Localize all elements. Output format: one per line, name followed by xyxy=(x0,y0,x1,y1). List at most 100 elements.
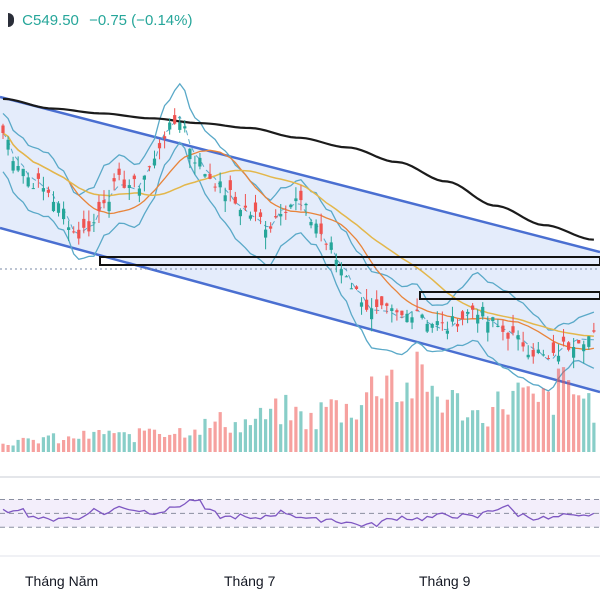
volume-bar[interactable] xyxy=(198,434,202,452)
candle-body[interactable] xyxy=(339,269,343,276)
volume-bar[interactable] xyxy=(238,432,242,452)
volume-bar[interactable] xyxy=(92,431,96,452)
volume-bar[interactable] xyxy=(168,434,172,452)
candle-body[interactable] xyxy=(319,223,323,234)
candle-body[interactable] xyxy=(269,226,273,229)
candle-body[interactable] xyxy=(466,311,470,314)
volume-bar[interactable] xyxy=(435,396,439,452)
candle-body[interactable] xyxy=(82,218,86,228)
channel-upper-line[interactable] xyxy=(0,95,600,254)
candle-body[interactable] xyxy=(430,324,434,328)
candle-body[interactable] xyxy=(516,335,520,340)
volume-bar[interactable] xyxy=(147,428,151,452)
volume-bar[interactable] xyxy=(410,398,414,452)
candle-body[interactable] xyxy=(577,340,581,344)
candle-body[interactable] xyxy=(142,175,146,180)
volume-bar[interactable] xyxy=(122,432,126,452)
candle-body[interactable] xyxy=(284,211,288,213)
candle-body[interactable] xyxy=(183,126,187,129)
volume-bar[interactable] xyxy=(46,435,50,453)
rsi-line[interactable] xyxy=(2,499,595,528)
candle-body[interactable] xyxy=(41,188,45,192)
volume-bar[interactable] xyxy=(41,437,45,452)
candle-body[interactable] xyxy=(359,302,364,307)
candle-body[interactable] xyxy=(344,276,348,278)
candle-body[interactable] xyxy=(62,208,66,220)
volume-bar[interactable] xyxy=(157,434,162,452)
candle-body[interactable] xyxy=(11,161,15,171)
candle-body[interactable] xyxy=(314,223,318,234)
volume-bar[interactable] xyxy=(253,418,258,452)
volume-bar[interactable] xyxy=(304,429,308,452)
candle-body[interactable] xyxy=(329,242,333,250)
candle-body[interactable] xyxy=(36,173,40,179)
volume-bar[interactable] xyxy=(395,402,399,452)
volume-bar[interactable] xyxy=(173,433,177,452)
candle-body[interactable] xyxy=(435,321,439,326)
volume-bar[interactable] xyxy=(354,419,359,453)
volume-bar[interactable] xyxy=(248,425,252,452)
candle-body[interactable] xyxy=(228,180,232,190)
candle-body[interactable] xyxy=(536,349,540,353)
volume-bar[interactable] xyxy=(400,401,404,452)
volume-bar[interactable] xyxy=(450,390,454,452)
candle-body[interactable] xyxy=(304,203,308,206)
volume-bar[interactable] xyxy=(77,438,81,452)
candle-body[interactable] xyxy=(213,186,217,188)
candle-body[interactable] xyxy=(122,179,126,188)
candle-body[interactable] xyxy=(521,342,525,347)
volume-bar[interactable] xyxy=(208,428,212,452)
candle-body[interactable] xyxy=(274,216,278,218)
candle-body[interactable] xyxy=(476,314,480,324)
volume-bar[interactable] xyxy=(476,410,480,452)
candle-body[interactable] xyxy=(587,336,591,347)
volume-bar[interactable] xyxy=(36,443,40,452)
volume-bar[interactable] xyxy=(546,391,550,452)
candle-body[interactable] xyxy=(77,229,81,239)
candle-body[interactable] xyxy=(572,347,576,358)
candle-body[interactable] xyxy=(415,309,419,311)
candle-body[interactable] xyxy=(400,310,404,316)
volume-bar[interactable] xyxy=(349,417,353,452)
volume-bar[interactable] xyxy=(375,396,379,452)
volume-bar[interactable] xyxy=(471,410,475,452)
candle-body[interactable] xyxy=(112,178,116,182)
candle-body[interactable] xyxy=(395,310,399,313)
volume-bar[interactable] xyxy=(567,380,571,452)
candle-body[interactable] xyxy=(526,354,530,358)
volume-bar[interactable] xyxy=(359,405,364,452)
support-level-box[interactable] xyxy=(419,291,600,300)
candle-body[interactable] xyxy=(561,336,566,342)
volume-bar[interactable] xyxy=(203,418,207,452)
candle-body[interactable] xyxy=(168,122,172,130)
volume-bar[interactable] xyxy=(163,437,167,452)
volume-bar[interactable] xyxy=(243,419,247,452)
candle-body[interactable] xyxy=(420,314,424,318)
volume-bar[interactable] xyxy=(72,438,76,452)
candle-body[interactable] xyxy=(97,201,101,211)
candle-body[interactable] xyxy=(178,122,182,130)
volume-bar[interactable] xyxy=(299,411,303,452)
candle-body[interactable] xyxy=(445,330,449,334)
volume-bar[interactable] xyxy=(314,429,318,452)
candle-body[interactable] xyxy=(56,203,61,213)
volume-bar[interactable] xyxy=(582,398,586,452)
volume-bar[interactable] xyxy=(551,414,555,452)
candle-body[interactable] xyxy=(258,212,263,217)
candle-body[interactable] xyxy=(455,323,460,327)
candle-body[interactable] xyxy=(556,355,561,362)
volume-bar[interactable] xyxy=(506,414,510,452)
volume-bar[interactable] xyxy=(511,390,515,452)
candle-body[interactable] xyxy=(203,174,207,177)
support-level-box[interactable] xyxy=(99,256,600,266)
candle-body[interactable] xyxy=(173,115,177,124)
volume-bar[interactable] xyxy=(309,412,313,452)
candle-body[interactable] xyxy=(92,222,96,224)
candle-body[interactable] xyxy=(243,205,247,208)
volume-bar[interactable] xyxy=(516,382,520,452)
volume-bar[interactable] xyxy=(587,393,591,452)
candle-body[interactable] xyxy=(87,221,91,232)
volume-bar[interactable] xyxy=(112,433,116,452)
candle-body[interactable] xyxy=(546,358,550,360)
candle-body[interactable] xyxy=(481,306,485,317)
